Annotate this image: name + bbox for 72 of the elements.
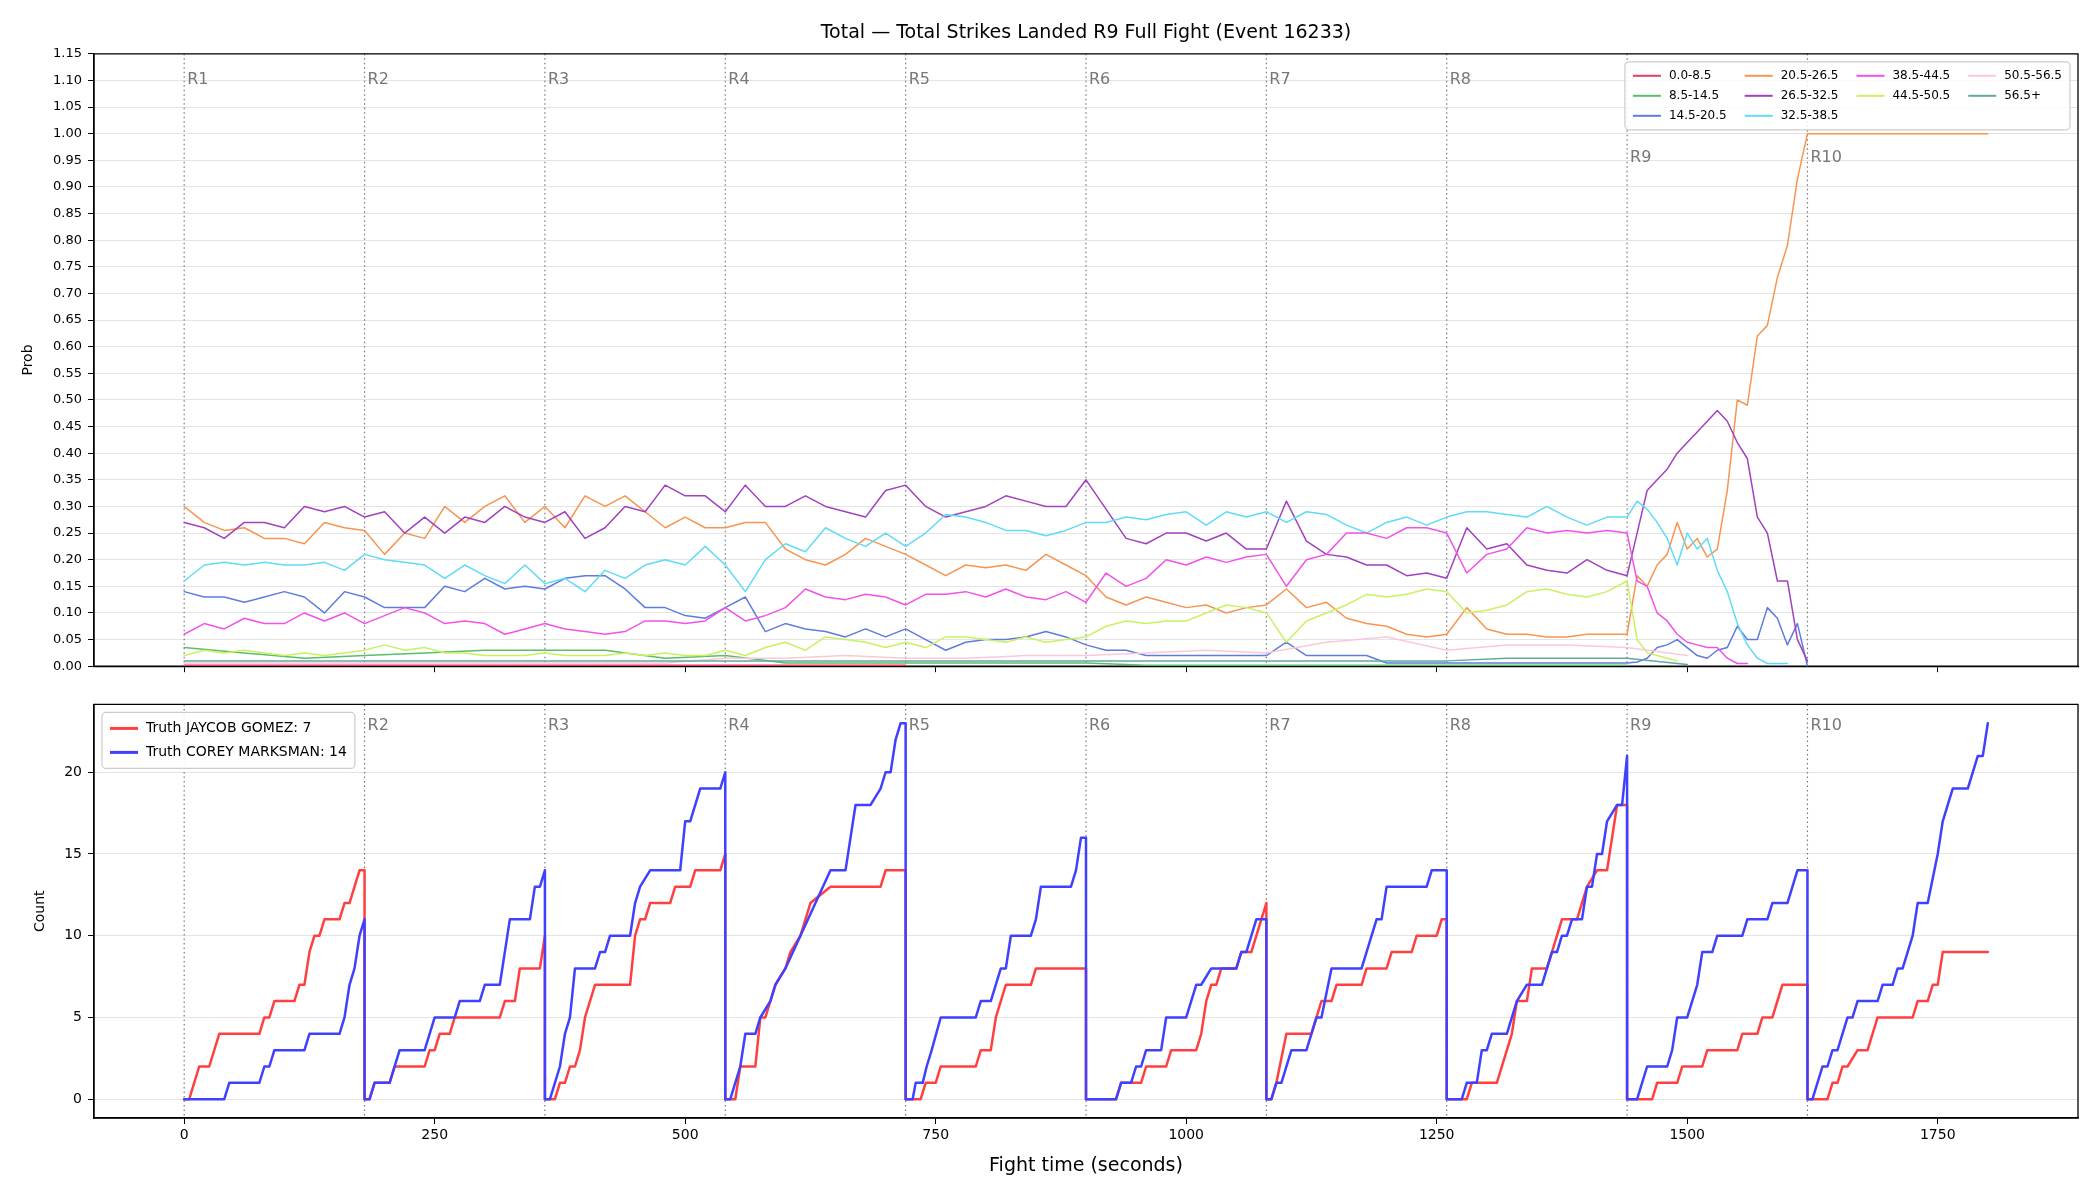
x-tick-label: 1250 — [1418, 1126, 1455, 1143]
ref-line-label: R2 — [367, 68, 389, 88]
y-tick-label: 1.05 — [53, 98, 82, 114]
legend-label: 44.5-50.5 — [1892, 87, 1951, 102]
y-tick-label: 15 — [64, 844, 82, 861]
legend-label: 38.5-44.5 — [1892, 67, 1951, 82]
y-tick-label: 0.75 — [53, 258, 82, 274]
x-tick-label: 750 — [922, 1126, 950, 1143]
legend-label: 0.0-8.5 — [1668, 67, 1712, 82]
y-axis-title: Prob — [19, 344, 36, 376]
legend-label: Truth COREY MARKSMAN: 14 — [145, 743, 347, 760]
ref-line-label: R4 — [728, 714, 750, 734]
x-tick-label: 1750 — [1919, 1126, 1956, 1143]
legend-label: Truth JAYCOB GOMEZ: 7 — [145, 719, 312, 736]
ref-line-label: R10 — [1810, 714, 1842, 734]
ref-line-label: R4 — [728, 68, 750, 88]
y-tick-label: 0.65 — [53, 311, 82, 327]
y-tick-label: 1.15 — [53, 45, 82, 61]
y-tick-label: 0.10 — [53, 604, 82, 620]
legend-label: 26.5-32.5 — [1780, 87, 1839, 102]
y-tick-label: 1.00 — [53, 125, 82, 141]
ref-line-label: R6 — [1089, 714, 1111, 734]
x-tick-label: 1000 — [1168, 1126, 1205, 1143]
ref-line-label: R6 — [1089, 68, 1111, 88]
y-tick-label: 0.35 — [53, 471, 82, 487]
y-tick-label: 1.10 — [53, 71, 82, 87]
y-tick-label: 0.00 — [53, 657, 82, 673]
y-tick-label: 5 — [73, 1008, 82, 1025]
y-tick-label: 0.90 — [53, 178, 82, 194]
y-tick-label: 0.50 — [53, 391, 82, 407]
legend-label: 50.5-56.5 — [2004, 67, 2063, 82]
y-tick-label: 0.95 — [53, 151, 82, 167]
chart-title: Total — Total Strikes Landed R9 Full Fight (Event 16233) — [819, 19, 1353, 43]
ref-line-label: R5 — [908, 68, 930, 88]
y-tick-label: 0.85 — [53, 204, 82, 220]
x-tick-label: 250 — [421, 1126, 449, 1143]
ref-line-label: R8 — [1449, 68, 1472, 88]
y-tick-label: 0.05 — [53, 630, 82, 646]
legend-label: 32.5-38.5 — [1780, 107, 1839, 122]
ref-line-label: R3 — [547, 714, 570, 734]
y-tick-label: 0.45 — [53, 417, 82, 433]
x-axis-title: Fight time (seconds) — [989, 1152, 1183, 1175]
y-tick-label: 0.25 — [53, 524, 82, 540]
legend-label: 56.5+ — [2004, 87, 2042, 102]
y-tick-label: 0.15 — [53, 577, 82, 593]
y-tick-label: 0.40 — [53, 444, 82, 460]
ref-line-label: R2 — [367, 714, 389, 734]
y-axis-title: Count — [31, 889, 48, 932]
y-tick-label: 0.60 — [53, 338, 82, 354]
y-tick-label: 20 — [64, 762, 82, 779]
y-tick-label: 0.70 — [53, 284, 82, 300]
x-tick-label: 0 — [179, 1126, 189, 1143]
ref-line-label: R8 — [1449, 714, 1472, 734]
y-tick-label: 0.55 — [53, 364, 82, 380]
ref-line-label: R1 — [187, 68, 209, 88]
ref-line-label: R9 — [1630, 146, 1652, 166]
y-tick-label: 0.80 — [53, 231, 82, 247]
ref-line-label: R9 — [1630, 714, 1652, 734]
y-tick-label: 0.30 — [53, 497, 82, 513]
ref-line-label: R10 — [1810, 146, 1842, 166]
x-tick-label: 500 — [671, 1126, 699, 1143]
ref-line-label: R7 — [1269, 714, 1291, 734]
y-tick-label: 0 — [73, 1089, 82, 1106]
ref-line-label: R3 — [547, 68, 570, 88]
ref-line-label: R5 — [908, 714, 930, 734]
ref-line-label: R7 — [1269, 68, 1291, 88]
legend-label: 8.5-14.5 — [1668, 87, 1720, 102]
legend-label: 20.5-26.5 — [1780, 67, 1839, 82]
y-tick-label: 10 — [64, 926, 82, 943]
y-tick-label: 0.20 — [53, 551, 82, 567]
legend-label: 14.5-20.5 — [1668, 107, 1727, 122]
x-tick-label: 1500 — [1669, 1126, 1706, 1143]
